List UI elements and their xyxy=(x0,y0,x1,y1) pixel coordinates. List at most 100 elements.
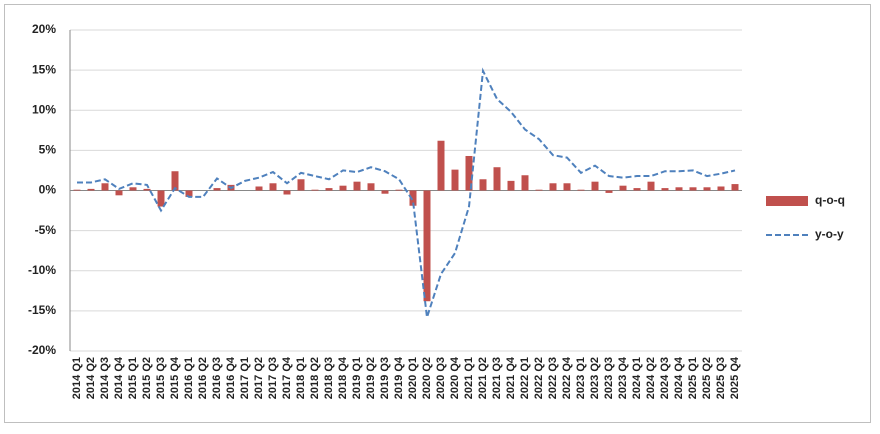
bar xyxy=(619,185,627,191)
bar xyxy=(493,167,501,191)
x-tick-label: 2023 Q2 xyxy=(589,357,601,399)
bar xyxy=(409,190,417,206)
x-tick-label: 2014 Q1 xyxy=(71,357,83,399)
x-tick-label: 2021 Q4 xyxy=(505,356,517,399)
bar xyxy=(143,188,151,191)
bar xyxy=(661,188,669,191)
x-tick-label: 2025 Q2 xyxy=(701,357,713,399)
y-tick-label: -10% xyxy=(28,263,56,277)
y-tick-label: 5% xyxy=(39,143,57,157)
x-tick-label: 2019 Q1 xyxy=(351,357,363,399)
x-tick-label: 2025 Q3 xyxy=(715,357,727,399)
x-tick-label: 2016 Q4 xyxy=(225,356,237,399)
bar xyxy=(465,155,473,191)
bar xyxy=(381,190,389,194)
x-tick-label: 2016 Q3 xyxy=(211,357,223,399)
x-tick-label: 2024 Q4 xyxy=(673,356,685,399)
x-tick-label: 2021 Q2 xyxy=(477,357,489,399)
bar xyxy=(605,190,613,193)
bar xyxy=(115,190,123,196)
x-tick-label: 2024 Q2 xyxy=(645,357,657,399)
bar xyxy=(339,185,347,191)
x-tick-label: 2014 Q2 xyxy=(85,357,97,399)
chart-frame xyxy=(4,4,871,423)
bar xyxy=(703,187,711,191)
bar xyxy=(283,190,291,195)
bar xyxy=(213,188,221,191)
x-tick-label: 2016 Q1 xyxy=(183,357,195,399)
bar xyxy=(479,179,487,191)
x-tick-label: 2017 Q1 xyxy=(239,357,251,399)
bar xyxy=(311,189,319,191)
bar xyxy=(521,175,529,191)
x-tick-label: 2022 Q3 xyxy=(547,357,559,399)
legend-label: q-o-q xyxy=(815,193,845,207)
y-tick-label: 15% xyxy=(32,62,56,76)
x-tick-label: 2022 Q1 xyxy=(519,357,531,399)
x-tick-label: 2015 Q4 xyxy=(169,356,181,399)
x-tick-label: 2019 Q4 xyxy=(393,356,405,399)
bar xyxy=(633,188,641,191)
x-tick-label: 2018 Q4 xyxy=(337,356,349,399)
y-tick-label: 10% xyxy=(32,102,56,116)
x-tick-label: 2018 Q1 xyxy=(295,357,307,399)
x-tick-label: 2022 Q2 xyxy=(533,357,545,399)
x-tick-label: 2021 Q3 xyxy=(491,357,503,399)
bar xyxy=(437,140,445,191)
x-tick-label: 2023 Q4 xyxy=(617,356,629,399)
x-tick-label: 2015 Q2 xyxy=(141,357,153,399)
x-tick-label: 2019 Q2 xyxy=(365,357,377,399)
bar xyxy=(129,187,137,191)
line xyxy=(77,67,736,318)
bar xyxy=(101,183,109,191)
x-tick-label: 2023 Q1 xyxy=(575,357,587,399)
bar xyxy=(325,188,333,191)
bar xyxy=(255,186,263,191)
bar xyxy=(675,187,683,191)
bar xyxy=(395,189,403,191)
x-tick-label: 2016 Q2 xyxy=(197,357,209,399)
bar xyxy=(577,189,585,191)
bar xyxy=(451,169,459,191)
x-tick-label: 2020 Q1 xyxy=(407,357,419,399)
x-tick-label: 2021 Q1 xyxy=(463,357,475,399)
x-tick-label: 2022 Q4 xyxy=(561,356,573,399)
x-tick-label: 2014 Q3 xyxy=(99,357,111,399)
bar xyxy=(171,171,179,191)
bar xyxy=(647,181,655,191)
legend-swatch xyxy=(766,196,808,206)
y-tick-label: 20% xyxy=(32,22,56,36)
bar xyxy=(269,183,277,191)
x-tick-label: 2023 Q3 xyxy=(603,357,615,399)
bar xyxy=(185,190,193,197)
x-tick-label: 2017 Q3 xyxy=(267,357,279,399)
bar xyxy=(731,184,739,191)
bar xyxy=(507,180,515,191)
bar xyxy=(157,190,165,207)
bar xyxy=(563,183,571,191)
bar xyxy=(549,183,557,191)
x-tick-label: 2015 Q3 xyxy=(155,357,167,399)
x-tick-label: 2025 Q4 xyxy=(729,356,741,399)
x-tick-label: 2019 Q3 xyxy=(379,357,391,399)
x-tick-label: 2020 Q4 xyxy=(449,356,461,399)
x-tick-label: 2017 Q4 xyxy=(281,356,293,399)
x-tick-label: 2025 Q1 xyxy=(687,357,699,399)
x-tick-label: 2014 Q4 xyxy=(113,356,125,399)
bar xyxy=(353,181,361,191)
bar xyxy=(87,188,95,191)
bar xyxy=(717,186,725,191)
x-tick-label: 2024 Q1 xyxy=(631,357,643,399)
bar xyxy=(367,183,375,191)
bar xyxy=(591,181,599,191)
bar xyxy=(73,189,81,191)
y-tick-label: -20% xyxy=(28,343,56,357)
bar xyxy=(297,179,305,191)
x-tick-label: 2018 Q3 xyxy=(323,357,335,399)
x-tick-label: 2018 Q2 xyxy=(309,357,321,399)
y-tick-label: 0% xyxy=(39,183,57,197)
bar xyxy=(689,187,697,191)
legend-label: y-o-y xyxy=(815,227,844,241)
x-tick-label: 2020 Q3 xyxy=(435,357,447,399)
x-tick-label: 2024 Q3 xyxy=(659,357,671,399)
